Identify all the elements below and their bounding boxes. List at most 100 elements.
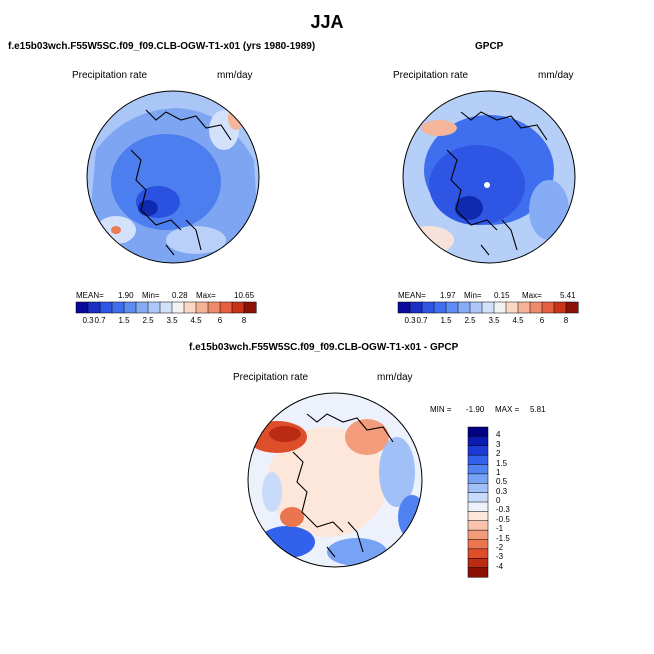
colorbar-swatch bbox=[147, 301, 161, 314]
colorbar-swatch bbox=[111, 301, 125, 314]
colorbar-swatch bbox=[553, 301, 567, 314]
obs-max-value: 5.41 bbox=[560, 291, 576, 300]
colorbar-tick-label: -2 bbox=[496, 542, 504, 552]
colorbar-tick-label: 0.3 bbox=[496, 486, 508, 496]
colorbar-swatch bbox=[445, 301, 459, 314]
colorbar-swatch bbox=[195, 301, 209, 314]
colorbar-tick-label: 3 bbox=[496, 439, 501, 449]
diff-units-label: mm/day bbox=[377, 372, 413, 383]
diff-max-value: 5.81 bbox=[530, 405, 546, 414]
colorbar-swatch bbox=[467, 426, 489, 437]
diff-min-label: MIN = bbox=[430, 405, 452, 414]
colorbar-swatch bbox=[433, 301, 447, 314]
colorbar-swatch bbox=[467, 464, 489, 475]
colorbar-swatch bbox=[493, 301, 507, 314]
colorbar-swatch bbox=[421, 301, 435, 314]
colorbar-swatch bbox=[467, 548, 489, 559]
colorbar-tick-label: 4.5 bbox=[190, 316, 202, 325]
colorbar-tick-label: 0.5 bbox=[496, 477, 508, 487]
colorbar-swatch bbox=[565, 301, 579, 314]
colorbar-tick-label: 4 bbox=[496, 430, 501, 440]
colorbar-tick-label: 3.5 bbox=[488, 316, 500, 325]
colorbar-swatch bbox=[467, 529, 489, 541]
colorbar-swatch bbox=[87, 301, 101, 314]
obs-variable-label: Precipitation rate bbox=[393, 70, 469, 81]
obs-polar-map bbox=[402, 90, 576, 264]
colorbar-swatch bbox=[231, 301, 245, 314]
diff-min-value: -1.90 bbox=[466, 405, 485, 414]
colorbar-swatch bbox=[467, 445, 489, 456]
colorbar-swatch bbox=[457, 301, 471, 314]
model-mean-label: MEAN= bbox=[76, 291, 104, 300]
obs-mean-value: 1.97 bbox=[440, 291, 456, 300]
model-panel-title: f.e15b03wch.F55W5SC.f09_f09.CLB-OGW-T1-x… bbox=[8, 41, 316, 52]
model-variable-label: Precipitation rate bbox=[72, 70, 148, 81]
colorbar-tick-label: 0.3 bbox=[82, 316, 94, 325]
colorbar-tick-label: 8 bbox=[563, 316, 569, 325]
colorbar-swatch bbox=[171, 301, 185, 314]
model-min-value: 0.28 bbox=[172, 291, 188, 300]
colorbar-swatch bbox=[183, 301, 197, 314]
obs-max-label: Max= bbox=[522, 291, 542, 300]
colorbar-tick-label: 0.7 bbox=[94, 316, 106, 325]
colorbar-swatch bbox=[467, 454, 489, 466]
model-units-label: mm/day bbox=[217, 70, 253, 81]
colorbar-swatch bbox=[123, 301, 137, 314]
model-colorbar bbox=[75, 301, 257, 314]
colorbar-tick-label: 6 bbox=[217, 316, 223, 325]
colorbar-swatch bbox=[467, 501, 489, 512]
diff-max-label: MAX = bbox=[495, 405, 520, 414]
colorbar-tick-label: 6 bbox=[539, 316, 545, 325]
obs-mean-label: MEAN= bbox=[398, 291, 426, 300]
colorbar-swatch bbox=[467, 492, 489, 503]
model-mean-value: 1.90 bbox=[118, 291, 134, 300]
colorbar-tick-label: -0.5 bbox=[496, 514, 510, 524]
model-max-value: 10.65 bbox=[234, 291, 255, 300]
colorbar-swatch bbox=[467, 539, 489, 550]
model-polar-map bbox=[86, 90, 260, 264]
colorbar-swatch bbox=[99, 301, 113, 314]
diff-polar-map bbox=[247, 392, 423, 568]
colorbar-tick-label: -3 bbox=[496, 552, 504, 562]
colorbar-swatch bbox=[397, 301, 411, 314]
colorbar-tick-label: -1.5 bbox=[496, 533, 510, 543]
colorbar-swatch bbox=[467, 473, 489, 484]
obs-panel-title: GPCP bbox=[475, 41, 504, 52]
colorbar-tick-label: 1.5 bbox=[118, 316, 130, 325]
diff-panel-title: f.e15b03wch.F55W5SC.f09_f09.CLB-OGW-T1-x… bbox=[189, 342, 459, 353]
diff-colorbar bbox=[467, 426, 489, 578]
colorbar-swatch bbox=[207, 301, 221, 314]
colorbar-swatch bbox=[467, 483, 489, 494]
colorbar-tick-label: 8 bbox=[241, 316, 247, 325]
colorbar-swatch bbox=[75, 301, 89, 314]
obs-units-label: mm/day bbox=[538, 70, 574, 81]
colorbar-tick-label: -1 bbox=[496, 524, 504, 534]
model-min-label: Min= bbox=[142, 291, 160, 300]
colorbar-tick-label: 0 bbox=[496, 496, 501, 505]
colorbar-swatch bbox=[541, 301, 555, 314]
obs-min-label: Min= bbox=[464, 291, 482, 300]
colorbar-swatch bbox=[529, 301, 543, 314]
colorbar-tick-label: 2 bbox=[496, 449, 501, 459]
colorbar-swatch bbox=[219, 301, 233, 314]
colorbar-swatch bbox=[243, 301, 257, 314]
colorbar-tick-label: 3.5 bbox=[166, 316, 178, 325]
colorbar-swatch bbox=[481, 301, 495, 314]
colorbar-tick-label: 0.7 bbox=[416, 316, 428, 325]
colorbar-swatch bbox=[467, 567, 489, 578]
model-max-label: Max= bbox=[196, 291, 216, 300]
colorbar-tick-label: 2.5 bbox=[142, 316, 154, 325]
colorbar-tick-label: 1.5 bbox=[440, 316, 452, 325]
obs-colorbar bbox=[397, 301, 579, 314]
colorbar-tick-label: 1 bbox=[496, 467, 501, 477]
colorbar-swatch bbox=[409, 301, 423, 314]
obs-min-value: 0.15 bbox=[494, 291, 510, 300]
colorbar-swatch bbox=[505, 301, 519, 314]
colorbar-swatch bbox=[469, 301, 483, 314]
colorbar-tick-label: 4.5 bbox=[512, 316, 524, 325]
colorbar-tick-label: -4 bbox=[496, 561, 504, 571]
colorbar-swatch bbox=[467, 520, 489, 531]
colorbar-tick-label: 2.5 bbox=[464, 316, 476, 325]
colorbar-tick-label: 1.5 bbox=[496, 458, 508, 468]
colorbar-swatch bbox=[135, 301, 149, 314]
